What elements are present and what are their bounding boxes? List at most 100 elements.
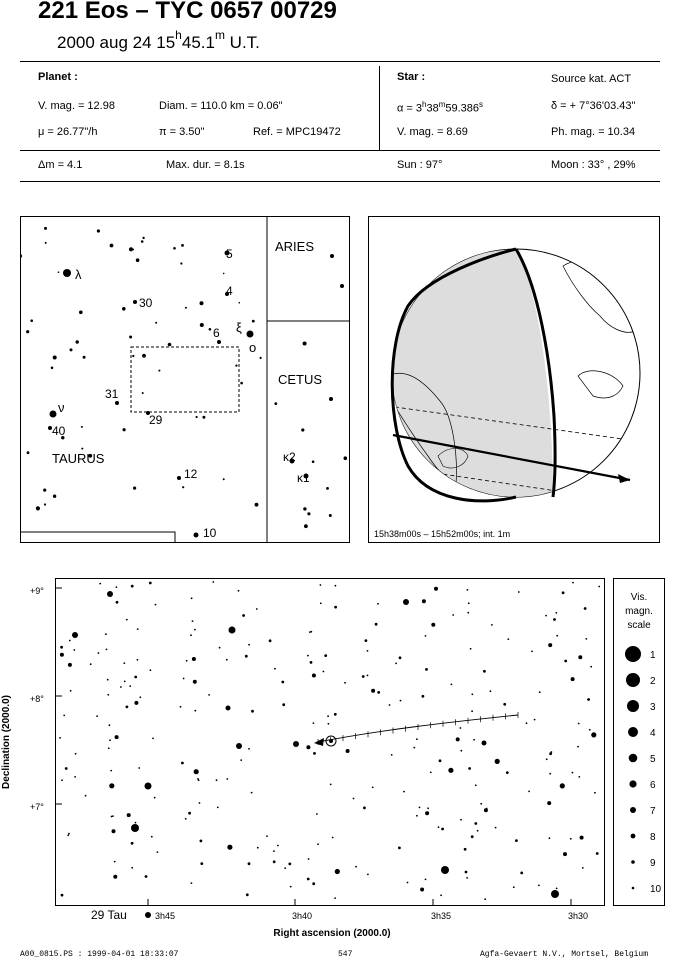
field-star (115, 586, 118, 588)
field-star (179, 705, 182, 708)
target-star (329, 739, 333, 743)
field-star (469, 647, 472, 650)
field-star (72, 632, 78, 638)
chart-frame (55, 578, 605, 906)
field-star (561, 591, 565, 595)
field-star (464, 870, 468, 874)
finder-star (303, 507, 307, 511)
finder-star (132, 354, 135, 358)
finder-star (222, 478, 225, 481)
field-star (324, 654, 328, 657)
finder-star (199, 323, 204, 327)
field-star (525, 722, 528, 725)
field-star (273, 850, 275, 852)
field-star (377, 691, 381, 694)
field-star (198, 802, 201, 804)
field-star (322, 670, 325, 673)
globe-frame (368, 216, 660, 543)
scale-dot-mag-9 (631, 860, 635, 864)
field-star (413, 746, 416, 749)
finder-star (181, 244, 184, 247)
header-rule-mid (20, 150, 660, 151)
star-label-xi: ξ (236, 320, 242, 335)
finder-star (251, 319, 255, 323)
finder-star (50, 366, 54, 370)
path-direction-arrow (618, 474, 630, 483)
field-star (455, 737, 460, 742)
shadow-path-limit (392, 405, 640, 445)
field-star (59, 737, 61, 739)
finder-star (199, 301, 204, 306)
field-star (277, 844, 279, 847)
region-aries: ARIES (275, 239, 314, 254)
event-title: 221 Eos – TYC 0657 00729 (38, 0, 337, 24)
finder-star (180, 262, 183, 265)
delta-mag: Δm = 4.1 (38, 159, 83, 171)
field-star (503, 702, 507, 706)
field-star (208, 694, 211, 696)
field-star (136, 628, 139, 630)
dec-label-8: +8° (30, 694, 44, 704)
field-star (212, 581, 215, 583)
field-star (317, 843, 319, 846)
field-star (113, 874, 118, 879)
finder-star (135, 258, 140, 262)
scale-label-mag-9: 9 (650, 858, 656, 869)
star-dec: δ = + 7°36'03.43" (551, 100, 636, 112)
field-star (218, 646, 221, 649)
field-star (333, 712, 337, 716)
field-star (590, 665, 593, 668)
star-label-kappa2: κ2 (283, 450, 296, 464)
field-star (467, 602, 470, 605)
finder-star (57, 271, 60, 273)
field-star (344, 681, 346, 684)
finder-star (63, 269, 71, 277)
finder-star (52, 355, 57, 360)
field-star (138, 767, 141, 769)
field-star (244, 654, 248, 658)
field-star (274, 667, 276, 670)
field-star (312, 722, 315, 724)
field-star (364, 639, 368, 642)
dec-label-7: +7° (30, 802, 44, 812)
field-star (61, 779, 63, 782)
field-star (473, 738, 475, 741)
star-field-chart: +9° +8° +7° Declination (2000.0) 29 Tau … (1, 578, 665, 939)
field-star (563, 852, 567, 857)
field-star (553, 618, 556, 621)
field-star (571, 771, 574, 774)
star-ra: α = 3h38m59.386s (397, 100, 484, 115)
finder-star (52, 494, 57, 498)
scale-title-3: scale (627, 620, 651, 631)
field-star (549, 772, 552, 775)
star-label-kappa1: κ1 (297, 471, 310, 485)
track-direction-arrow (314, 738, 324, 746)
y-axis-label: Declination (2000.0) (1, 695, 12, 789)
field-star (111, 829, 116, 834)
ra-label-3h45: 3h45 (155, 911, 175, 921)
field-star (366, 650, 369, 652)
field-star (363, 806, 366, 810)
field-star (569, 837, 572, 840)
star-label-omicron: ο (249, 340, 256, 355)
constellation-boundary (20, 531, 176, 543)
field-star (416, 814, 418, 817)
finder-star (235, 364, 238, 367)
field-star (188, 811, 192, 815)
field-star (421, 694, 425, 698)
field-star (515, 839, 518, 842)
finder-star (140, 240, 144, 243)
field-star (306, 877, 310, 881)
field-star (471, 710, 473, 713)
field-star (130, 841, 134, 845)
field-star (403, 790, 405, 793)
finder-star (81, 447, 84, 450)
field-star (471, 693, 474, 696)
field-star (579, 835, 584, 840)
field-star (251, 709, 254, 713)
field-star (450, 683, 453, 686)
field-star (517, 591, 520, 593)
field-star (367, 873, 369, 876)
finder-star (311, 460, 315, 463)
scale-label-mag-5: 5 (650, 754, 656, 765)
